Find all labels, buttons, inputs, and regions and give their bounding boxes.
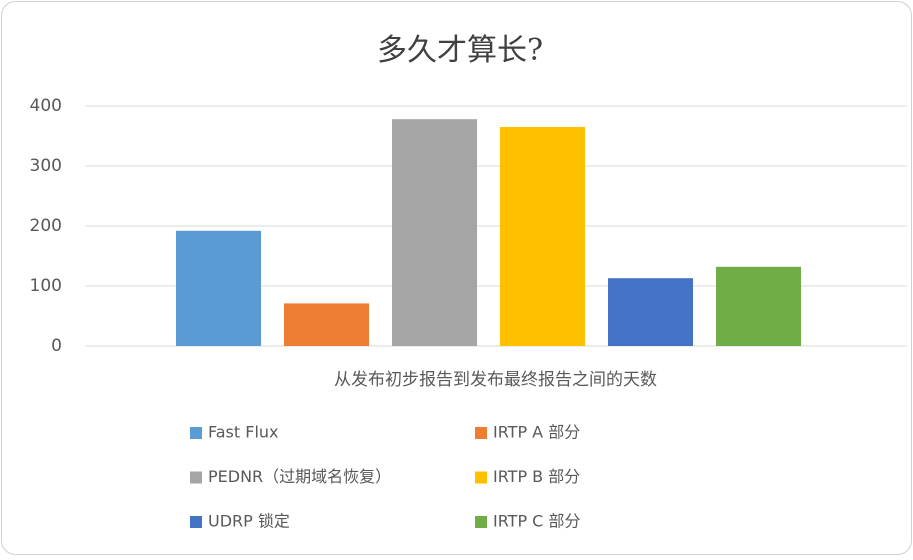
legend-label: Fast Flux [208, 423, 279, 442]
legend-swatch [475, 516, 487, 528]
bar [500, 127, 585, 346]
y-tick-label: 0 [51, 336, 62, 356]
legend-label: UDRP 锁定 [208, 512, 290, 531]
legend-label: IRTP C 部分 [493, 512, 580, 531]
bar [716, 266, 801, 346]
bar [284, 303, 369, 346]
bar [608, 278, 693, 346]
bar [176, 230, 261, 346]
legend-label: IRTP A 部分 [493, 423, 580, 442]
legend-swatch [475, 471, 487, 484]
x-tick-label: 从发布初步报告到发布最终报告之间的天数 [334, 370, 657, 390]
chart-title: 多久才算长? [377, 33, 543, 68]
legend-label: PEDNR（过期域名恢复） [208, 467, 391, 486]
y-tick-label: 300 [30, 156, 62, 176]
legend-swatch [190, 516, 202, 528]
y-tick-label: 100 [30, 276, 62, 296]
legend-swatch [475, 427, 487, 439]
y-tick-label: 200 [30, 216, 62, 236]
bar [392, 119, 477, 346]
legend-swatch [190, 427, 202, 439]
y-tick-label: 400 [30, 96, 62, 116]
legend-label: IRTP B 部分 [493, 467, 580, 486]
legend-swatch [190, 471, 202, 484]
